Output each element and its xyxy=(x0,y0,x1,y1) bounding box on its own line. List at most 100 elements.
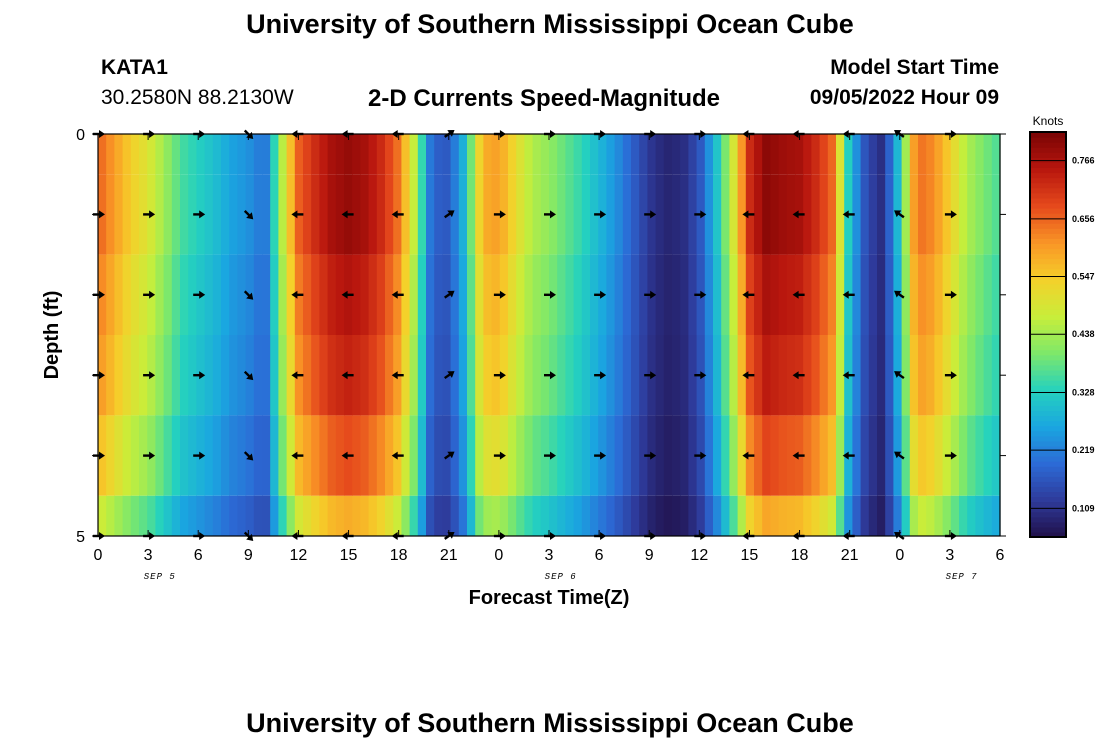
heatmap-cell xyxy=(861,255,870,335)
heatmap-cell xyxy=(139,134,148,174)
heatmap-cell xyxy=(131,335,140,415)
heatmap-cell xyxy=(278,335,287,415)
heatmap-cell xyxy=(746,496,755,536)
heatmap-cell xyxy=(278,134,287,174)
heatmap-cell xyxy=(188,496,197,536)
y-tick-label: 0 xyxy=(76,127,85,144)
heatmap-cell xyxy=(106,335,115,415)
heatmap-cell xyxy=(524,134,533,174)
heatmap-cell xyxy=(451,496,460,536)
heatmap-cell xyxy=(729,134,738,174)
colorbar-segment xyxy=(1030,436,1066,442)
heatmap-cell xyxy=(237,134,246,174)
heatmap-cell xyxy=(902,335,911,415)
heatmap-cell xyxy=(434,134,443,174)
heatmap-cell xyxy=(828,335,837,415)
colorbar-tick-label: 0.219 xyxy=(1072,445,1095,455)
heatmap-cell xyxy=(713,255,722,335)
heatmap-cell xyxy=(975,496,984,536)
heatmap-cell xyxy=(475,415,484,495)
colorbar-segment xyxy=(1030,198,1066,204)
colorbar-segment xyxy=(1030,203,1066,209)
heatmap-cell xyxy=(311,496,320,536)
colorbar-tick-label: 0.766 xyxy=(1072,156,1095,166)
heatmap-cell xyxy=(606,174,615,254)
x-tick-label: 18 xyxy=(390,547,408,564)
colorbar-segment xyxy=(1030,380,1066,386)
heatmap-cell xyxy=(664,335,673,415)
heatmap-cell xyxy=(926,335,935,415)
heatmap-cell xyxy=(918,335,927,415)
heatmap-cell xyxy=(123,415,132,495)
heatmap-cell xyxy=(229,496,238,536)
heatmap-cell xyxy=(590,134,599,174)
heatmap-cell xyxy=(385,496,394,536)
colorbar-segment xyxy=(1030,294,1066,300)
heatmap-cell xyxy=(254,496,263,536)
heatmap-cell xyxy=(270,496,279,536)
heatmap-cell xyxy=(360,134,369,174)
heatmap-cell xyxy=(114,415,123,495)
heatmap-cell xyxy=(565,174,574,254)
heatmap-cell xyxy=(820,134,829,174)
heatmap-cell xyxy=(328,496,337,536)
colorbar-segment xyxy=(1030,522,1066,528)
heatmap-cell xyxy=(164,335,173,415)
heatmap-cell xyxy=(270,134,279,174)
heatmap-cell xyxy=(516,134,525,174)
colorbar-segment xyxy=(1030,248,1066,254)
heatmap-cell xyxy=(967,335,976,415)
heatmap-cell xyxy=(205,335,214,415)
heatmap-cell xyxy=(623,174,632,254)
heatmap-cell xyxy=(213,255,222,335)
heatmap-cell xyxy=(869,496,878,536)
heatmap-cell xyxy=(426,415,435,495)
heatmap-cell xyxy=(377,415,386,495)
heatmap-cell xyxy=(803,134,812,174)
heatmap-cell xyxy=(319,134,328,174)
colorbar-segment xyxy=(1030,340,1066,346)
heatmap-cell xyxy=(680,134,689,174)
colorbar-segment xyxy=(1030,264,1066,270)
colorbar-segment xyxy=(1030,228,1066,234)
heatmap-cell xyxy=(557,415,566,495)
heatmap-cell xyxy=(426,134,435,174)
heatmap-cell xyxy=(615,134,624,174)
heatmap-cell xyxy=(565,496,574,536)
colorbar-segment xyxy=(1030,421,1066,427)
heatmap-cell xyxy=(844,134,853,174)
heatmap-cell xyxy=(885,496,894,536)
heatmap-cell xyxy=(344,134,353,174)
heatmap-cell xyxy=(123,174,132,254)
speed-heatmap xyxy=(98,134,1001,536)
heatmap-cell xyxy=(385,134,394,174)
heatmap-cell xyxy=(524,415,533,495)
colorbar-segment xyxy=(1030,233,1066,239)
heatmap-cell xyxy=(114,255,123,335)
heatmap-cell xyxy=(992,134,1001,174)
heatmap-cell xyxy=(287,134,296,174)
x-tick-label: 0 xyxy=(494,547,503,564)
heatmap-cell xyxy=(369,335,378,415)
heatmap-cell xyxy=(410,335,419,415)
heatmap-cell xyxy=(180,415,189,495)
heatmap-cell xyxy=(533,496,542,536)
colorbar-segment xyxy=(1030,213,1066,219)
heatmap-cell xyxy=(360,415,369,495)
heatmap-cell xyxy=(221,415,230,495)
heatmap-cell xyxy=(155,174,164,254)
heatmap-cell xyxy=(811,496,820,536)
heatmap-cell xyxy=(918,134,927,174)
heatmap-cell xyxy=(828,134,837,174)
heatmap-cell xyxy=(754,255,763,335)
colorbar-segment xyxy=(1030,345,1066,351)
heatmap-cell xyxy=(877,335,886,415)
heatmap-cell xyxy=(721,335,730,415)
heatmap-cell xyxy=(131,415,140,495)
heatmap-cell xyxy=(656,335,665,415)
x-tick-label: 6 xyxy=(595,547,604,564)
colorbar-segment xyxy=(1030,395,1066,401)
heatmap-cell xyxy=(902,174,911,254)
heatmap-cell xyxy=(918,415,927,495)
heatmap-cell xyxy=(615,496,624,536)
